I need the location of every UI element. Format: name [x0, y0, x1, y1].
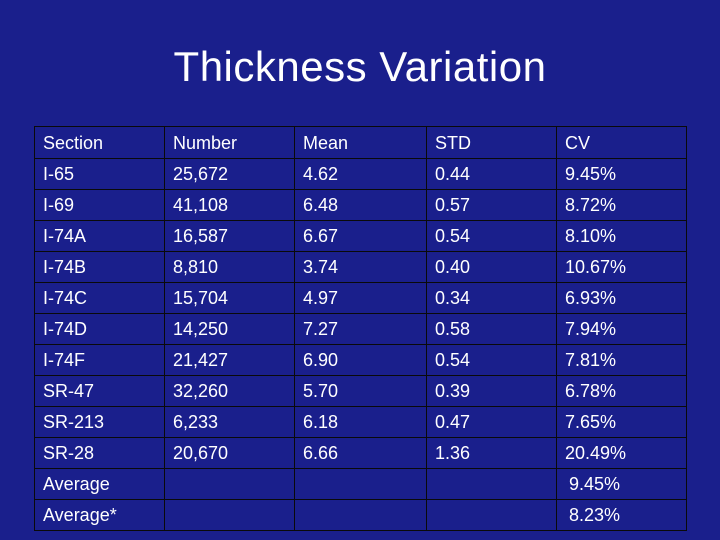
cell-number: 20,670 [164, 437, 295, 469]
cell-std: 0.58 [426, 313, 557, 345]
table-row: I-74A 16,587 6.67 0.54 8.10% [34, 220, 687, 252]
cell-section: I-74C [34, 282, 165, 314]
table-header-row: Section Number Mean STD CV [34, 126, 687, 159]
cell-mean: 4.62 [294, 158, 427, 190]
cell-std: 0.54 [426, 220, 557, 252]
cell-number: 8,810 [164, 251, 295, 283]
cell-cv: 7.81% [556, 344, 687, 376]
table-row: I-74D 14,250 7.27 0.58 7.94% [34, 313, 687, 345]
cell-cv: 6.78% [556, 375, 687, 407]
cell-mean: 6.18 [294, 406, 427, 438]
cell-mean [294, 468, 427, 500]
cell-section: SR-47 [34, 375, 165, 407]
cell-number: 21,427 [164, 344, 295, 376]
cell-cv: 7.65% [556, 406, 687, 438]
cell-section: SR-213 [34, 406, 165, 438]
cell-section: I-74B [34, 251, 165, 283]
table-row: I-74C 15,704 4.97 0.34 6.93% [34, 282, 687, 314]
cell-section: Average [34, 468, 165, 500]
cell-std: 0.54 [426, 344, 557, 376]
cell-number: 41,108 [164, 189, 295, 221]
cell-number [164, 468, 295, 500]
cell-cv: 7.94% [556, 313, 687, 345]
cell-mean: 6.66 [294, 437, 427, 469]
cell-std: 0.40 [426, 251, 557, 283]
table-row: SR-47 32,260 5.70 0.39 6.78% [34, 375, 687, 407]
cell-section: I-74D [34, 313, 165, 345]
cell-cv: 10.67% [556, 251, 687, 283]
cell-cv: 9.45% [556, 158, 687, 190]
cell-std [426, 499, 557, 531]
cell-section: SR-28 [34, 437, 165, 469]
cell-std: 0.39 [426, 375, 557, 407]
cell-std: 0.47 [426, 406, 557, 438]
cell-mean: 7.27 [294, 313, 427, 345]
cell-section: I-74A [34, 220, 165, 252]
table-row: I-69 41,108 6.48 0.57 8.72% [34, 189, 687, 221]
table-row: I-74F 21,427 6.90 0.54 7.81% [34, 344, 687, 376]
table-row: I-74B 8,810 3.74 0.40 10.67% [34, 251, 687, 283]
cell-number: 15,704 [164, 282, 295, 314]
cell-std: 0.34 [426, 282, 557, 314]
cell-std: 1.36 [426, 437, 557, 469]
cell-cv: 8.72% [556, 189, 687, 221]
cell-std [426, 468, 557, 500]
cell-cv: 8.10% [556, 220, 687, 252]
cell-number: 25,672 [164, 158, 295, 190]
cell-mean: 3.74 [294, 251, 427, 283]
cell-number: 16,587 [164, 220, 295, 252]
header-mean: Mean [294, 126, 427, 159]
cell-number: 6,233 [164, 406, 295, 438]
cell-cv: 6.93% [556, 282, 687, 314]
cell-mean: 6.48 [294, 189, 427, 221]
cell-cv: 9.45% [556, 468, 687, 500]
cell-cv: 8.23% [556, 499, 687, 531]
cell-number: 14,250 [164, 313, 295, 345]
cell-section: I-69 [34, 189, 165, 221]
thickness-table: Section Number Mean STD CV I-65 25,672 4… [34, 126, 687, 531]
table-row-average: Average 9.45% [34, 468, 687, 500]
header-std: STD [426, 126, 557, 159]
cell-cv: 20.49% [556, 437, 687, 469]
cell-mean: 4.97 [294, 282, 427, 314]
header-cv: CV [556, 126, 687, 159]
cell-section: I-65 [34, 158, 165, 190]
cell-section: I-74F [34, 344, 165, 376]
cell-number: 32,260 [164, 375, 295, 407]
header-section: Section [34, 126, 165, 159]
cell-mean [294, 499, 427, 531]
cell-mean: 5.70 [294, 375, 427, 407]
header-number: Number [164, 126, 295, 159]
cell-std: 0.57 [426, 189, 557, 221]
cell-mean: 6.90 [294, 344, 427, 376]
cell-mean: 6.67 [294, 220, 427, 252]
thickness-table-container: Section Number Mean STD CV I-65 25,672 4… [34, 126, 687, 531]
slide-title: Thickness Variation [173, 43, 547, 90]
cell-section: Average* [34, 499, 165, 531]
cell-number [164, 499, 295, 531]
table-row: SR-28 20,670 6.66 1.36 20.49% [34, 437, 687, 469]
table-row: SR-213 6,233 6.18 0.47 7.65% [34, 406, 687, 438]
cell-std: 0.44 [426, 158, 557, 190]
table-row-average-star: Average* 8.23% [34, 499, 687, 531]
table-row: I-65 25,672 4.62 0.44 9.45% [34, 158, 687, 190]
